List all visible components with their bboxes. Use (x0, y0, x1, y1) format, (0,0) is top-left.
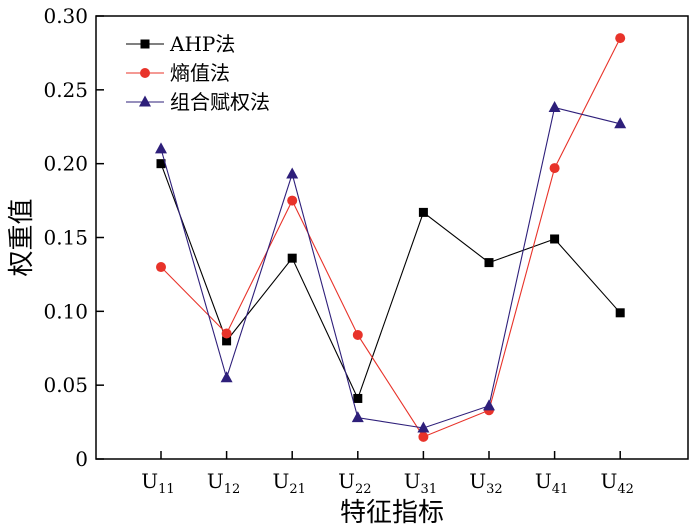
data-point (221, 328, 232, 339)
y-axis-label: 权重值 (7, 198, 37, 276)
data-point (417, 421, 430, 433)
x-tick-label: U22 (338, 469, 371, 497)
x-tick-label: U21 (272, 469, 305, 497)
series-1 (156, 159, 625, 403)
series-line (160, 37, 621, 438)
legend-label: AHP法 (169, 32, 235, 56)
data-point (483, 399, 495, 411)
y-tick-label: 0 (75, 447, 88, 471)
legend-item: 组合赋权法 (126, 90, 270, 114)
series-line (160, 163, 621, 400)
x-tick-label: U31 (404, 469, 437, 497)
series-layer (155, 33, 627, 442)
data-point (287, 253, 297, 263)
data-point (549, 163, 560, 174)
legend-item: AHP法 (126, 32, 235, 56)
data-point (550, 234, 560, 244)
y-tick-label: 0.15 (43, 226, 88, 250)
data-point (484, 258, 494, 268)
y-tick-label: 0.05 (43, 373, 88, 397)
legend-marker (140, 39, 150, 49)
data-point (286, 167, 299, 179)
x-tick-label: U41 (535, 469, 568, 497)
y-tick-label: 0.20 (43, 152, 88, 176)
data-point (418, 431, 429, 442)
series-3 (155, 101, 627, 433)
legend-marker (139, 95, 151, 107)
x-tick-label: U42 (600, 469, 633, 497)
data-point (156, 262, 166, 273)
data-point (351, 411, 364, 423)
data-point (220, 371, 233, 383)
axes: 0 0.05 0.10 0.15 0.20 0.25 0.30 U11 U12 U21 U22 U31… (43, 4, 689, 497)
series-line (160, 106, 621, 429)
y-tick-label: 0.10 (43, 299, 88, 323)
x-tick-label: U11 (141, 469, 174, 497)
x-tick-label: U32 (469, 469, 502, 497)
x-axis-label: 特征指标 (340, 498, 444, 528)
data-point (615, 33, 626, 44)
data-point (614, 117, 627, 129)
legend-label: 组合赋权法 (170, 90, 270, 114)
data-point (287, 195, 298, 206)
data-point (352, 329, 363, 340)
data-point (615, 308, 625, 318)
legend-label: 熵值法 (170, 61, 230, 85)
x-tick-label: U12 (207, 469, 240, 497)
legend-item: 熵值法 (126, 61, 230, 85)
data-point (418, 207, 428, 217)
data-point (222, 336, 232, 346)
y-tick-label: 0.30 (43, 4, 88, 28)
data-point (156, 159, 166, 169)
data-point (548, 101, 561, 113)
y-tick-label: 0.25 (43, 78, 88, 102)
data-point (155, 142, 167, 154)
legend-marker (140, 68, 150, 78)
data-point (353, 393, 363, 403)
